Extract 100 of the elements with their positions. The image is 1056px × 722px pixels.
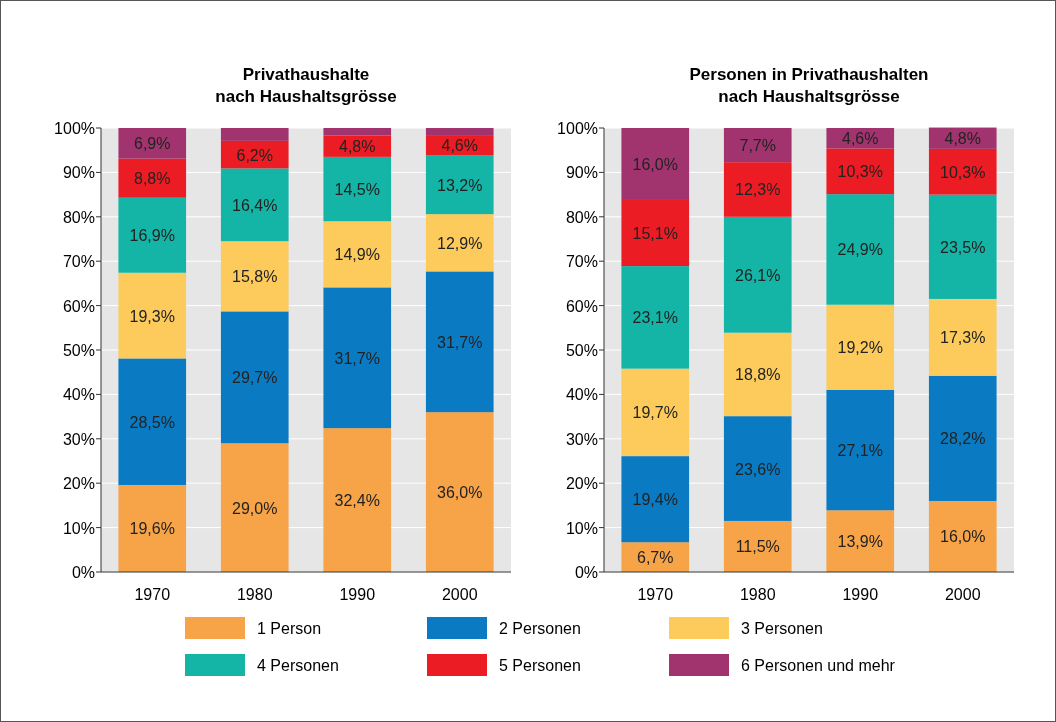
data-label: 27,1% — [837, 442, 883, 460]
y-tick-label: 90% — [565, 164, 598, 182]
data-label: 36,0% — [437, 484, 483, 502]
legend-label: 4 Personen — [257, 657, 339, 674]
bar — [928, 375, 997, 501]
data-label: 16,0% — [940, 528, 986, 546]
bar — [723, 128, 792, 163]
data-label: 16,0% — [632, 155, 678, 173]
y-tick-label: 10% — [62, 519, 95, 537]
data-label: 4,8% — [944, 130, 981, 148]
data-label: 10,3% — [837, 163, 883, 181]
y-tick-label: 70% — [62, 253, 95, 271]
bar — [220, 311, 289, 444]
data-label: 29,7% — [232, 369, 278, 387]
y-tick-label: 20% — [565, 475, 598, 493]
data-label: 18,8% — [735, 366, 781, 384]
bar — [723, 162, 792, 217]
data-label: 19,2% — [837, 339, 883, 357]
x-tick-label: 1990 — [339, 586, 376, 603]
y-tick-label: 60% — [62, 297, 95, 315]
bar — [826, 389, 895, 511]
x-tick-label: 1980 — [739, 586, 776, 603]
data-label: 31,7% — [437, 333, 483, 351]
data-label: 26,1% — [735, 266, 781, 284]
y-tick-label: 50% — [565, 342, 598, 359]
bar — [118, 272, 187, 359]
data-label: 12,9% — [437, 234, 483, 252]
data-label: 19,6% — [129, 520, 175, 538]
bar — [118, 197, 187, 273]
legend-label: 1 Person — [257, 620, 322, 637]
data-label: 31,7% — [334, 349, 380, 367]
data-label: 19,3% — [129, 307, 175, 325]
y-tick-label: 10% — [565, 519, 598, 537]
bar — [220, 168, 289, 242]
legend-label: 6 Personen und mehr — [741, 657, 896, 674]
data-label: 23,6% — [735, 460, 781, 478]
data-label: 15,1% — [632, 224, 678, 242]
data-label: 6,9% — [134, 135, 171, 153]
y-tick-label: 70% — [565, 253, 598, 271]
y-tick-label: 100% — [54, 120, 95, 137]
bar — [723, 520, 792, 572]
bar — [621, 456, 690, 543]
bar — [826, 148, 895, 195]
bar — [425, 155, 494, 215]
bar — [118, 484, 187, 572]
y-tick-label: 40% — [62, 386, 95, 404]
legend-label: 5 Personen — [499, 657, 581, 674]
y-tick-label: 60% — [565, 297, 598, 315]
data-label: 23,1% — [632, 309, 678, 327]
data-label: 28,2% — [940, 430, 986, 448]
data-label: 32,4% — [334, 492, 380, 510]
y-tick-label: 90% — [62, 164, 95, 182]
bar — [621, 128, 690, 200]
y-tick-label: 0% — [71, 564, 95, 581]
data-label: 16,9% — [129, 227, 175, 245]
data-label: 23,5% — [940, 238, 986, 256]
x-tick-label: 1970 — [637, 586, 674, 603]
data-label: 24,9% — [837, 241, 883, 259]
y-tick-label: 20% — [62, 475, 95, 493]
bar — [928, 298, 997, 376]
data-label: 29,0% — [232, 499, 278, 517]
y-tick-label: 50% — [62, 342, 95, 359]
bar — [621, 199, 690, 267]
bar — [323, 221, 392, 288]
data-label: 13,2% — [437, 176, 483, 194]
data-label: 12,3% — [735, 181, 781, 199]
chart-title: Privathaushalte nach Haushaltsgrösse — [215, 65, 397, 106]
bar — [323, 428, 392, 572]
data-label: 4,8% — [339, 138, 376, 156]
bar — [220, 128, 289, 141]
data-label: 15,8% — [232, 268, 278, 286]
x-tick-label: 1990 — [842, 586, 879, 603]
bar — [118, 158, 187, 198]
data-label: 11,5% — [735, 538, 780, 556]
bar — [323, 128, 392, 136]
y-tick-label: 40% — [565, 386, 598, 404]
y-tick-label: 80% — [565, 208, 598, 226]
chart-title: Personen in Privathaushalten nach Haushaltsgrösse — [689, 65, 929, 106]
data-label: 14,9% — [334, 246, 380, 264]
data-label: 10,3% — [940, 163, 986, 181]
bar — [425, 214, 494, 272]
data-label: 7,7% — [739, 137, 776, 155]
bar — [826, 194, 895, 305]
bar — [425, 128, 494, 136]
bar — [621, 266, 690, 369]
bar — [118, 358, 187, 485]
data-label: 19,4% — [632, 491, 678, 509]
bar — [826, 510, 895, 572]
y-tick-label: 30% — [565, 430, 598, 448]
data-label: 16,4% — [232, 196, 278, 214]
x-tick-label: 1970 — [134, 586, 171, 603]
y-tick-label: 0% — [574, 564, 598, 581]
bar — [928, 500, 997, 572]
data-label: 19,7% — [632, 404, 678, 422]
y-tick-label: 80% — [62, 208, 95, 226]
bar — [928, 194, 997, 299]
data-label: 6,7% — [637, 549, 674, 567]
bar — [425, 271, 494, 413]
bar — [220, 241, 289, 312]
data-label: 17,3% — [940, 329, 986, 347]
